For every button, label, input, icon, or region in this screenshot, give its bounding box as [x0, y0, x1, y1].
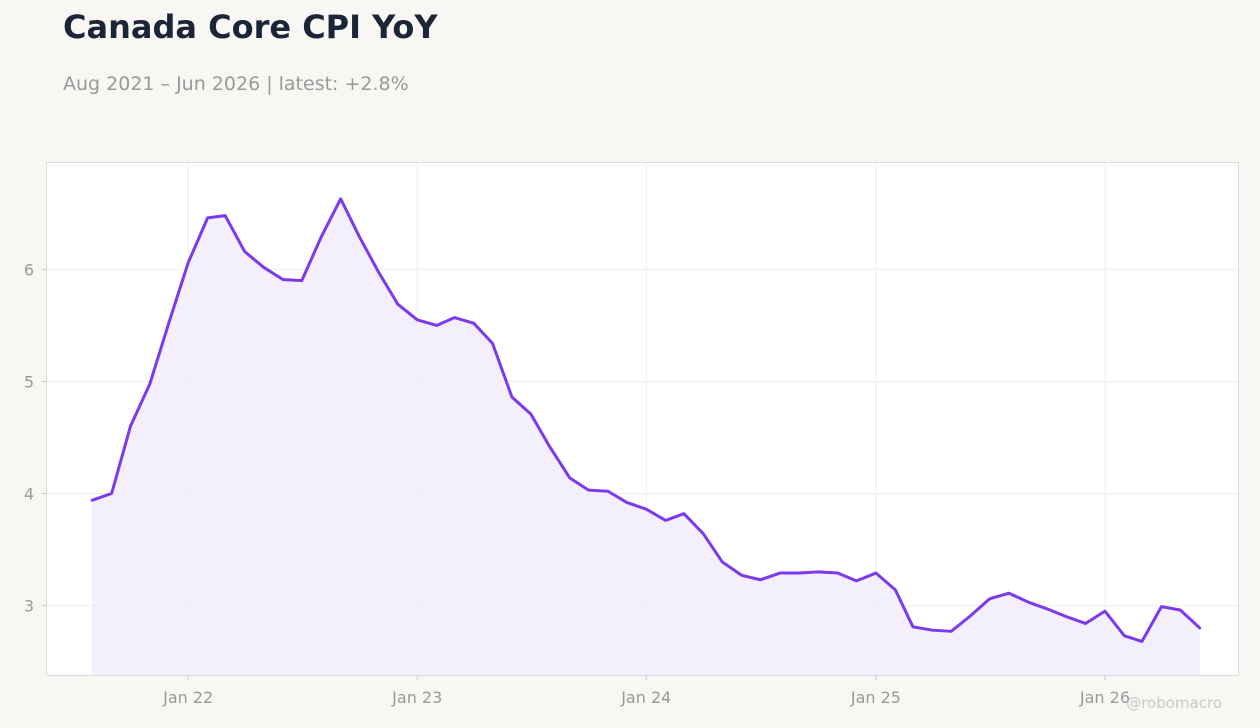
x-tick-label: Jan 25 [850, 688, 901, 707]
x-tick-label: Jan 22 [162, 688, 213, 707]
y-tick-label: 5 [24, 372, 34, 391]
y-axis-ticks: 3 4 5 6 [24, 260, 47, 616]
area-fill [92, 198, 1200, 675]
watermark: @robomacro [1126, 694, 1222, 712]
x-tick-label: Jan 23 [391, 688, 442, 707]
series-line [90, 197, 1202, 643]
x-tick-label: Jan 26 [1079, 688, 1130, 707]
x-tick-label: Jan 24 [620, 688, 671, 707]
chart-subtitle: Aug 2021 – Jun 2026 | latest: +2.8% [63, 73, 409, 95]
y-tick-label: 6 [24, 260, 34, 279]
y-tick-label: 3 [24, 597, 34, 616]
x-axis-ticks: Jan 22 Jan 23 Jan 24 Jan 25 Jan 26 [162, 675, 1130, 707]
y-tick-label: 4 [24, 485, 34, 504]
chart-title: Canada Core CPI YoY [63, 8, 438, 46]
